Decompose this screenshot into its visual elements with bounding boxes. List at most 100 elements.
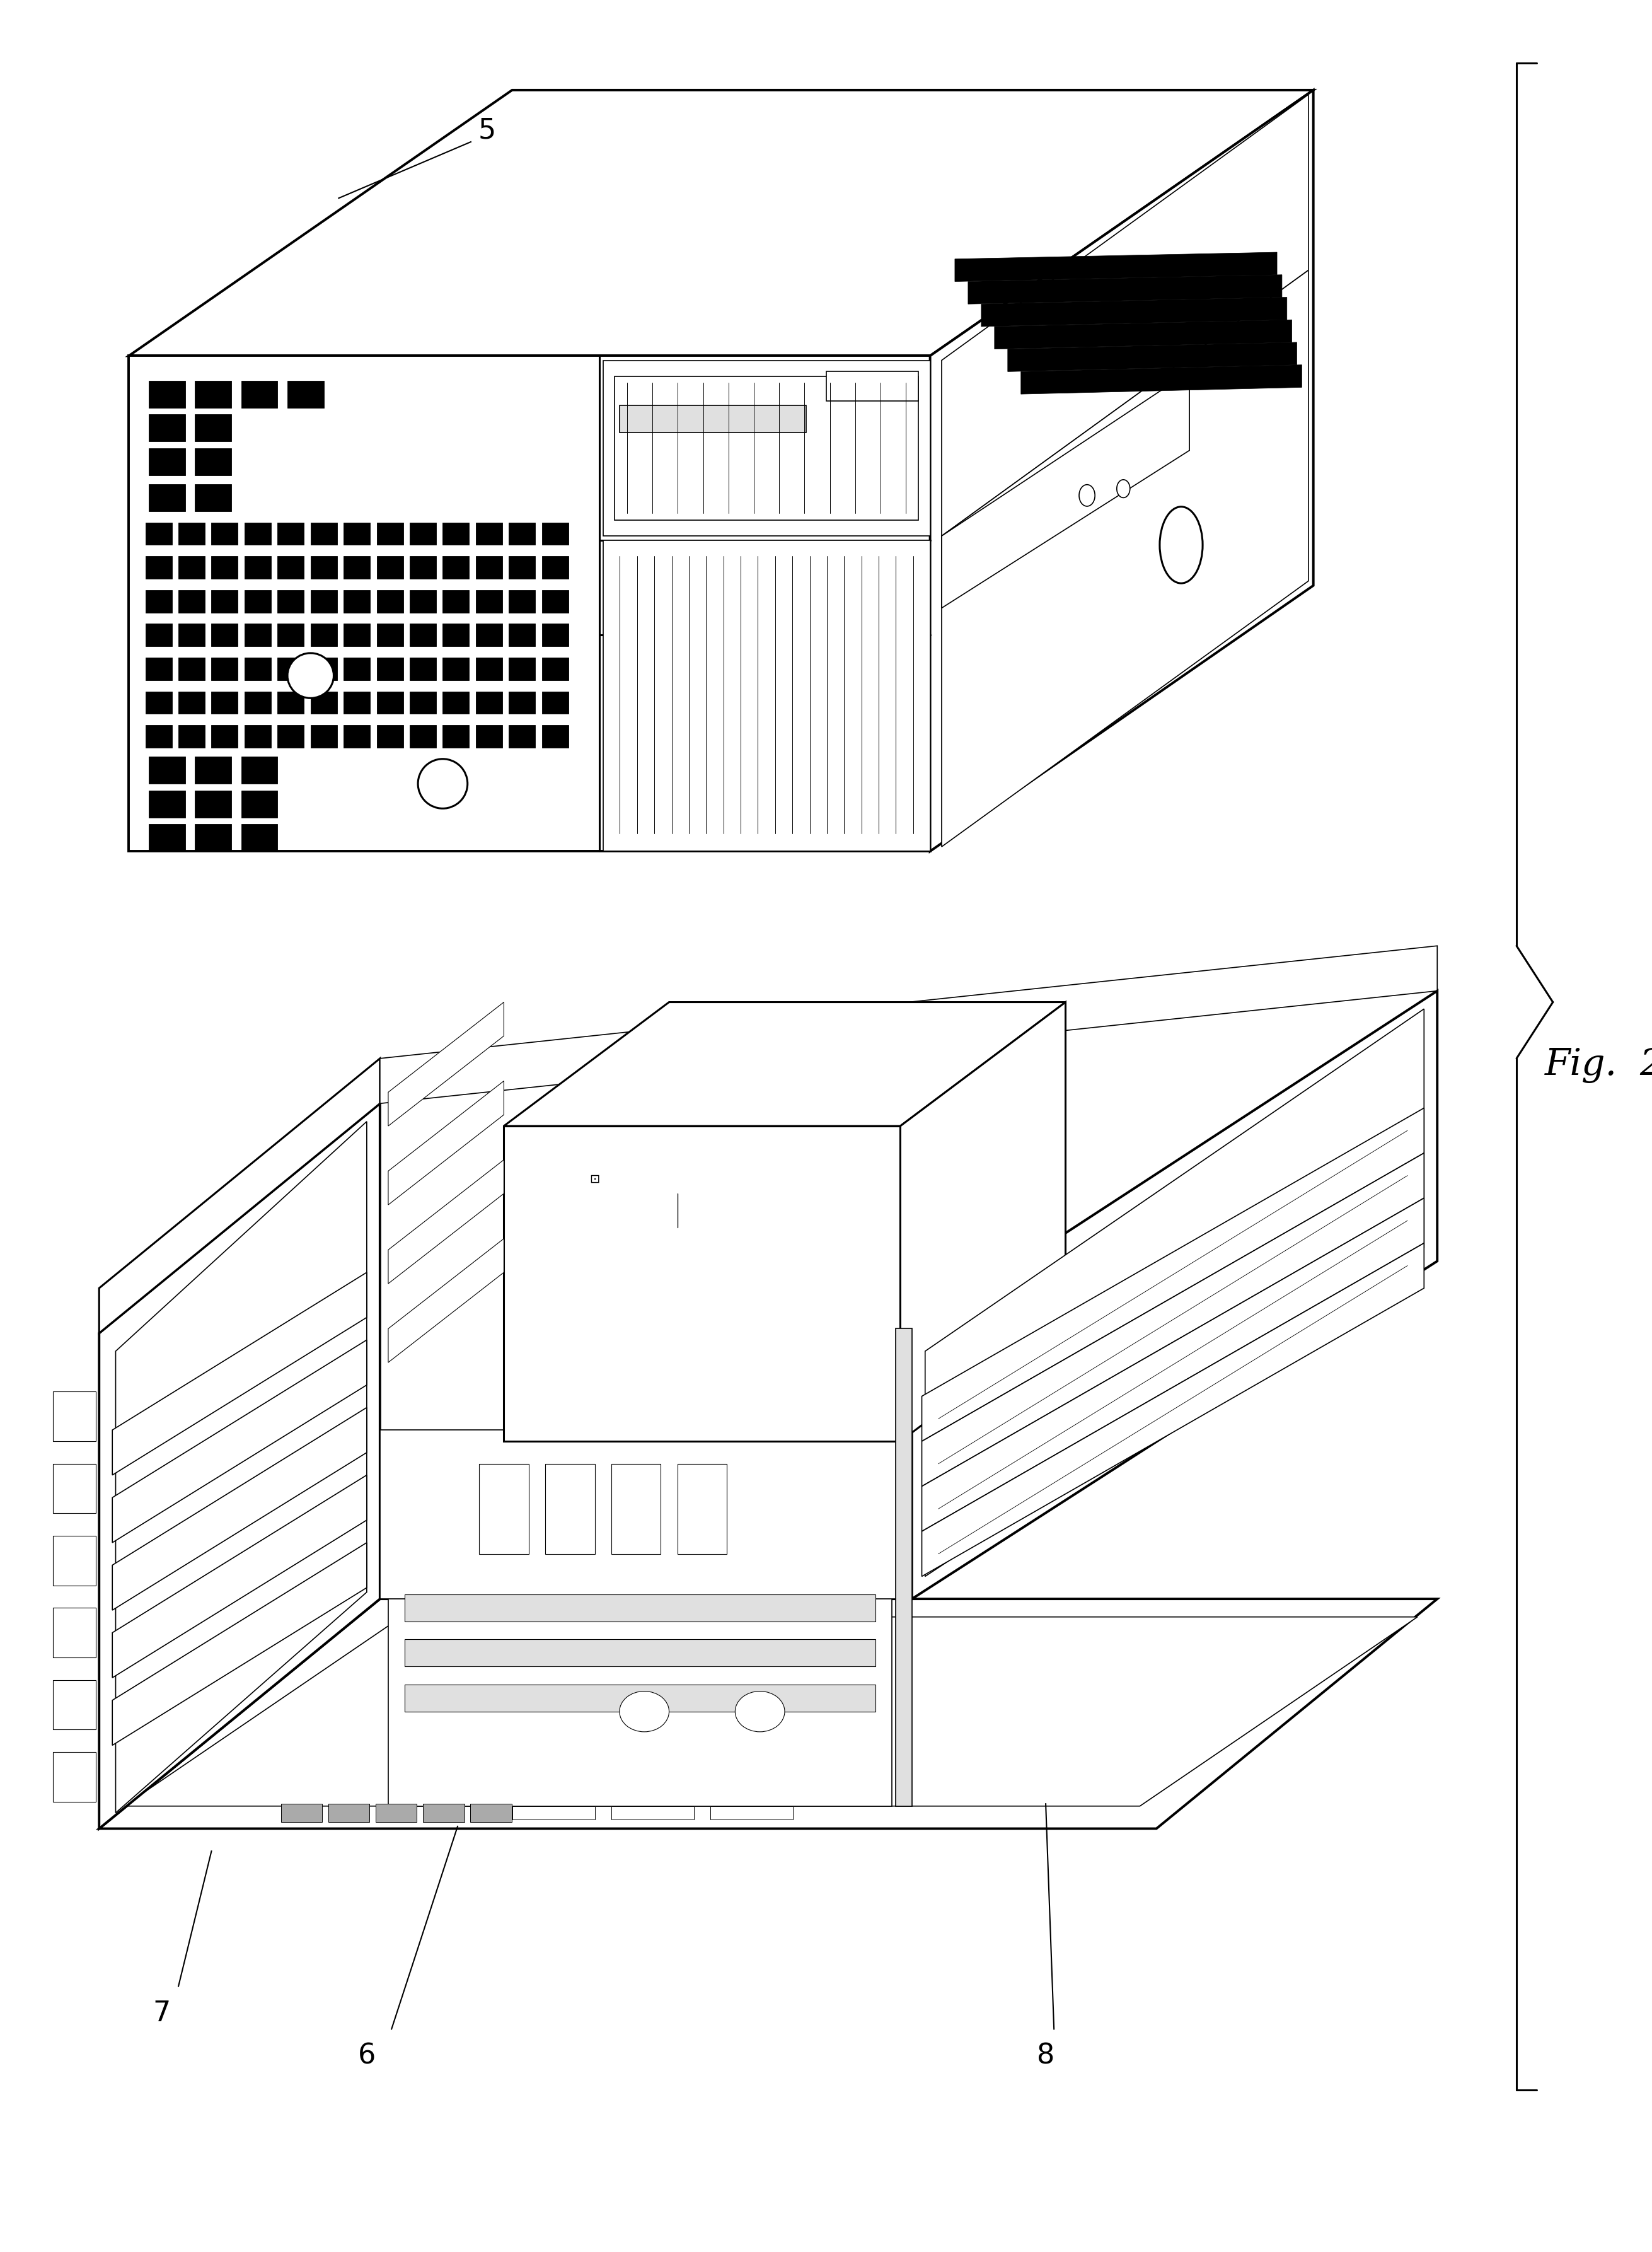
Polygon shape <box>443 556 469 579</box>
Polygon shape <box>195 757 231 784</box>
Text: Fig.  2: Fig. 2 <box>1545 1047 1652 1083</box>
Polygon shape <box>542 658 568 680</box>
Polygon shape <box>922 1198 1424 1531</box>
Polygon shape <box>509 522 535 545</box>
Polygon shape <box>377 522 403 545</box>
Polygon shape <box>149 381 185 408</box>
Polygon shape <box>615 376 919 520</box>
Polygon shape <box>504 1002 1066 1126</box>
Polygon shape <box>476 624 502 646</box>
Polygon shape <box>195 824 231 851</box>
Polygon shape <box>443 624 469 646</box>
Polygon shape <box>329 1804 370 1822</box>
Polygon shape <box>211 522 238 545</box>
Polygon shape <box>443 658 469 680</box>
Polygon shape <box>509 725 535 748</box>
Polygon shape <box>178 556 205 579</box>
Text: 6: 6 <box>358 2043 375 2070</box>
Polygon shape <box>611 1464 661 1554</box>
Polygon shape <box>410 624 436 646</box>
Polygon shape <box>178 691 205 714</box>
Polygon shape <box>195 484 231 511</box>
Polygon shape <box>311 658 337 680</box>
Polygon shape <box>476 691 502 714</box>
Polygon shape <box>124 1617 1417 1806</box>
Polygon shape <box>145 556 172 579</box>
Polygon shape <box>112 1408 367 1610</box>
Ellipse shape <box>1160 507 1203 583</box>
Polygon shape <box>311 725 337 748</box>
Polygon shape <box>388 1239 504 1362</box>
Polygon shape <box>344 725 370 748</box>
Polygon shape <box>53 1680 96 1730</box>
Polygon shape <box>388 1081 504 1205</box>
Polygon shape <box>244 522 271 545</box>
Polygon shape <box>145 590 172 613</box>
Polygon shape <box>178 522 205 545</box>
Polygon shape <box>410 658 436 680</box>
Polygon shape <box>443 522 469 545</box>
Polygon shape <box>895 1329 912 1806</box>
Polygon shape <box>129 90 1313 356</box>
Polygon shape <box>388 1160 504 1284</box>
Polygon shape <box>942 95 1308 536</box>
Polygon shape <box>195 790 231 817</box>
Polygon shape <box>287 381 324 408</box>
Polygon shape <box>145 725 172 748</box>
Polygon shape <box>479 1464 529 1554</box>
Ellipse shape <box>735 1691 785 1732</box>
Text: 8: 8 <box>1037 2043 1054 2070</box>
Polygon shape <box>244 624 271 646</box>
Polygon shape <box>99 1058 380 1333</box>
Polygon shape <box>405 1684 876 1712</box>
Polygon shape <box>311 691 337 714</box>
Polygon shape <box>509 658 535 680</box>
Polygon shape <box>410 556 436 579</box>
Polygon shape <box>211 691 238 714</box>
Polygon shape <box>53 1464 96 1513</box>
Polygon shape <box>410 590 436 613</box>
Polygon shape <box>149 484 185 511</box>
Polygon shape <box>542 691 568 714</box>
Polygon shape <box>405 1594 876 1621</box>
Polygon shape <box>476 658 502 680</box>
Polygon shape <box>443 725 469 748</box>
Polygon shape <box>241 824 278 851</box>
Polygon shape <box>145 658 172 680</box>
Polygon shape <box>311 590 337 613</box>
Polygon shape <box>278 691 304 714</box>
Polygon shape <box>149 824 185 851</box>
Polygon shape <box>995 320 1292 349</box>
Polygon shape <box>620 405 806 432</box>
Polygon shape <box>410 522 436 545</box>
Polygon shape <box>542 522 568 545</box>
Polygon shape <box>471 1804 512 1822</box>
Polygon shape <box>930 90 1313 851</box>
Polygon shape <box>375 1804 416 1822</box>
Polygon shape <box>542 624 568 646</box>
Polygon shape <box>211 624 238 646</box>
Polygon shape <box>178 725 205 748</box>
Polygon shape <box>344 590 370 613</box>
Polygon shape <box>504 1126 900 1441</box>
Polygon shape <box>241 790 278 817</box>
Polygon shape <box>112 1272 367 1475</box>
Polygon shape <box>922 1108 1424 1441</box>
Polygon shape <box>211 725 238 748</box>
Polygon shape <box>244 725 271 748</box>
Polygon shape <box>405 1639 876 1666</box>
Polygon shape <box>211 590 238 613</box>
Polygon shape <box>244 658 271 680</box>
Polygon shape <box>53 1608 96 1657</box>
Circle shape <box>1079 484 1095 507</box>
Polygon shape <box>278 556 304 579</box>
Polygon shape <box>344 691 370 714</box>
Polygon shape <box>377 590 403 613</box>
Polygon shape <box>476 590 502 613</box>
Polygon shape <box>981 297 1287 327</box>
Polygon shape <box>99 1599 1437 1829</box>
Polygon shape <box>1021 365 1302 394</box>
Polygon shape <box>542 556 568 579</box>
Polygon shape <box>476 556 502 579</box>
Polygon shape <box>509 624 535 646</box>
